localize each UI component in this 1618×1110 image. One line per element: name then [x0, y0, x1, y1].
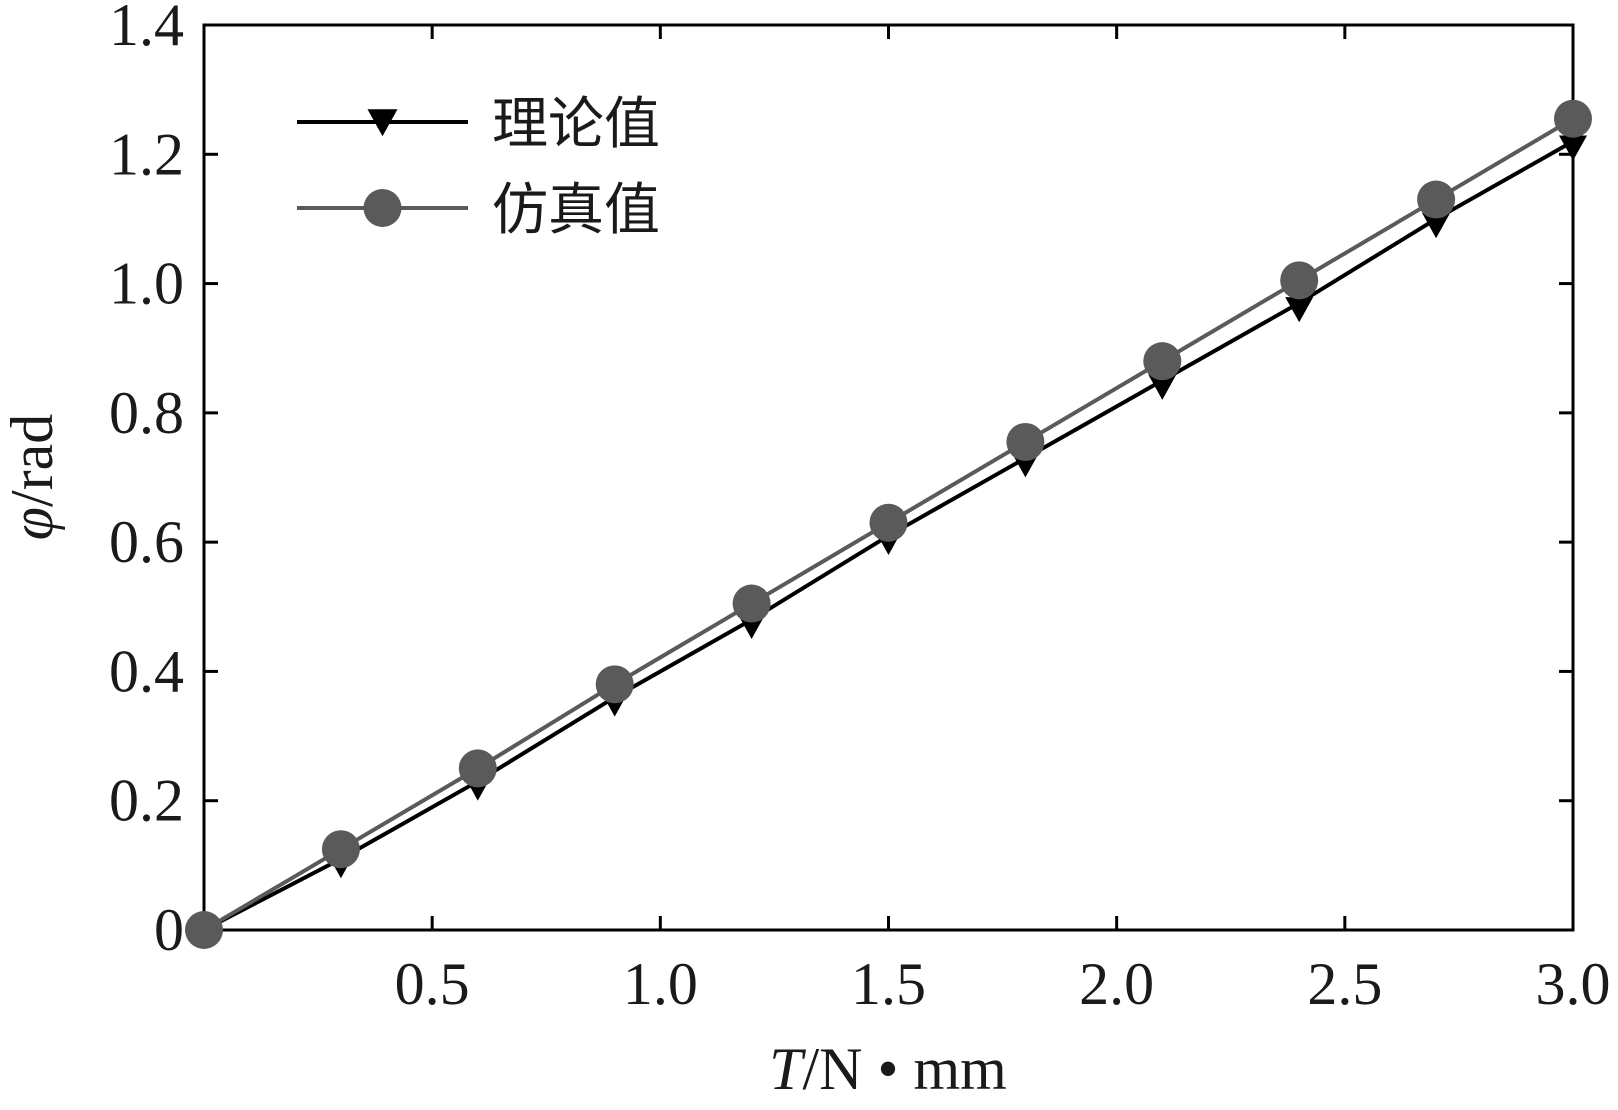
series-triangle-down — [190, 135, 1587, 950]
data-point-circle — [321, 830, 360, 869]
y-tick-label: 0.8 — [109, 380, 184, 446]
legend-label: 理论值 — [492, 94, 660, 156]
x-tick-label: 0.5 — [395, 951, 470, 1017]
legend-item: 理论值 — [297, 94, 660, 156]
data-point-circle — [732, 584, 771, 623]
y-tick-label: 0.6 — [109, 509, 184, 575]
y-tick-label: 0 — [154, 897, 184, 963]
series-layer — [185, 99, 1592, 950]
data-point-circle — [1143, 342, 1182, 381]
plot-frame — [202, 23, 1575, 932]
data-point-circle — [1554, 99, 1592, 138]
data-point-circle — [1417, 180, 1456, 219]
data-point-triangle — [1422, 213, 1451, 239]
data-point-circle — [185, 911, 223, 949]
x-tick-label: 1.5 — [851, 951, 926, 1017]
y-tick-label: 0.4 — [109, 638, 184, 704]
y-tick-label: 1.4 — [109, 0, 184, 58]
x-tick-label: 3.0 — [1536, 951, 1611, 1017]
legend-swatch-triangle — [367, 109, 398, 137]
x-axis-label: T/N • mm — [769, 1036, 1007, 1102]
data-point-triangle — [1148, 374, 1177, 400]
legend-swatch-circle — [363, 189, 402, 227]
legend-label: 仿真值 — [492, 180, 660, 242]
data-point-triangle — [1559, 135, 1587, 161]
y-axis-label: φ/rad — [0, 414, 65, 540]
series-circle — [185, 99, 1592, 949]
y-tick-label: 1.0 — [109, 251, 184, 317]
x-axis-unit: /N • mm — [803, 1036, 1007, 1102]
y-tick-label: 1.2 — [109, 121, 184, 187]
y-tick-label: 0.2 — [109, 768, 184, 834]
y-axis-unit: /rad — [0, 414, 65, 507]
data-point-circle — [458, 749, 497, 788]
data-point-triangle — [1285, 297, 1314, 323]
y-axis-variable: φ — [0, 507, 65, 540]
data-point-circle — [595, 665, 634, 704]
data-point-circle — [1280, 261, 1319, 300]
data-point-circle — [869, 503, 908, 542]
data-point-circle — [1006, 422, 1045, 461]
x-tick-label: 2.0 — [1079, 951, 1154, 1017]
legend-item: 仿真值 — [297, 180, 660, 242]
x-axis-variable: T — [769, 1036, 806, 1102]
x-tick-label: 1.0 — [623, 951, 698, 1017]
ticks-layer: 0.5 1.0 1.5 2.0 2.5 3.0 0 0.2 0.4 0.6 0.8 1.0 1.2 1.4 — [109, 0, 1611, 1017]
x-tick-label: 2.5 — [1307, 951, 1382, 1017]
